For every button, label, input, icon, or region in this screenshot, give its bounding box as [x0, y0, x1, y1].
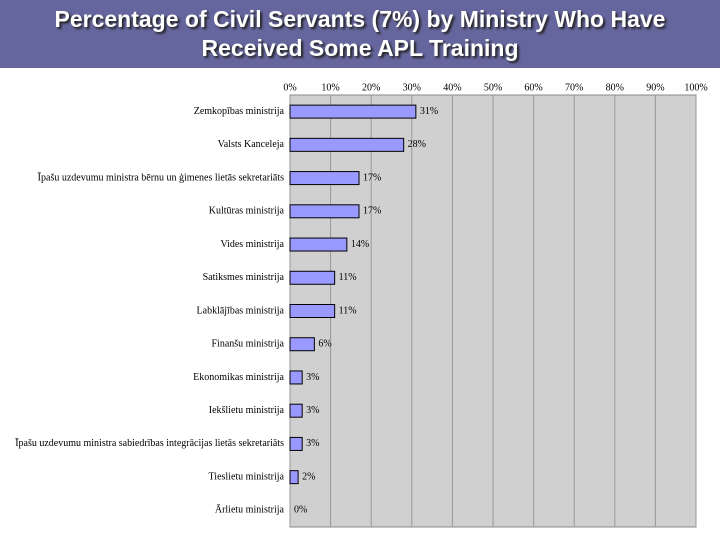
- value-label: 11%: [339, 305, 357, 316]
- x-tick-label: 90%: [646, 82, 664, 93]
- x-tick-label: 20%: [362, 82, 380, 93]
- chart-title: Percentage of Civil Servants (7%) by Min…: [54, 6, 666, 61]
- x-tick-label: 0%: [283, 82, 296, 93]
- bar: [289, 337, 315, 352]
- bar: [289, 304, 336, 318]
- y-tick-label: Ārlietu ministrija: [215, 505, 285, 516]
- y-tick-label: Satiksmes ministrija: [203, 272, 285, 283]
- x-tick-label: 70%: [565, 82, 583, 93]
- value-label: 6%: [318, 339, 331, 350]
- value-label: 3%: [306, 372, 319, 383]
- y-tick-label: Tieslietu ministrija: [209, 471, 285, 482]
- bar: [289, 403, 303, 418]
- bar: [289, 171, 360, 186]
- header: Percentage of Civil Servants (7%) by Min…: [0, 0, 720, 68]
- value-label: 14%: [351, 239, 369, 250]
- value-label: 31%: [420, 106, 438, 117]
- bar: [289, 204, 360, 219]
- value-label: 3%: [306, 438, 319, 449]
- value-label: 17%: [363, 172, 381, 183]
- value-label: 28%: [408, 139, 426, 150]
- x-tick-label: 80%: [606, 82, 624, 93]
- y-tick-label: Zemkopības ministrija: [194, 106, 285, 117]
- y-tick-label: Valsts Kanceleja: [218, 139, 285, 150]
- x-tick-label: 50%: [484, 82, 502, 93]
- bar: [289, 370, 303, 385]
- value-label: 2%: [302, 471, 315, 482]
- bar: [289, 470, 299, 485]
- x-tick-label: 30%: [403, 82, 421, 93]
- bar: [289, 237, 348, 252]
- y-tick-label: Vides ministrija: [220, 239, 284, 250]
- y-tick-label: Ekonomikas ministrija: [193, 372, 284, 383]
- bar: [289, 104, 417, 119]
- chart: 0% 10% 20% 30% 40% 50% 60% 70% 80% 90% 100% Zemkopī…: [15, 82, 708, 528]
- y-tick-label: Īpašu uzdevumu ministra sabiedrības inte…: [15, 438, 284, 449]
- value-label: 0%: [294, 505, 307, 516]
- value-label: 11%: [339, 272, 357, 283]
- x-tick-label: 40%: [443, 82, 461, 93]
- value-label: 17%: [363, 206, 381, 217]
- x-tick-label: 100%: [684, 82, 707, 93]
- y-tick-label: Finanšu ministrija: [212, 339, 285, 350]
- y-tick-label: Kultūras ministrija: [209, 206, 285, 217]
- x-tick-label: 60%: [524, 82, 542, 93]
- x-tick-label: 10%: [321, 82, 339, 93]
- value-label: 3%: [306, 405, 319, 416]
- bar: [289, 270, 336, 285]
- y-tick-label: Īpašu uzdevumu ministra bērnu un ģimenes…: [38, 172, 284, 183]
- y-tick-label: Iekšlietu ministrija: [209, 405, 285, 416]
- y-tick-label: Labklājības ministrija: [197, 305, 285, 316]
- bar: [289, 137, 405, 152]
- bar: [289, 436, 303, 451]
